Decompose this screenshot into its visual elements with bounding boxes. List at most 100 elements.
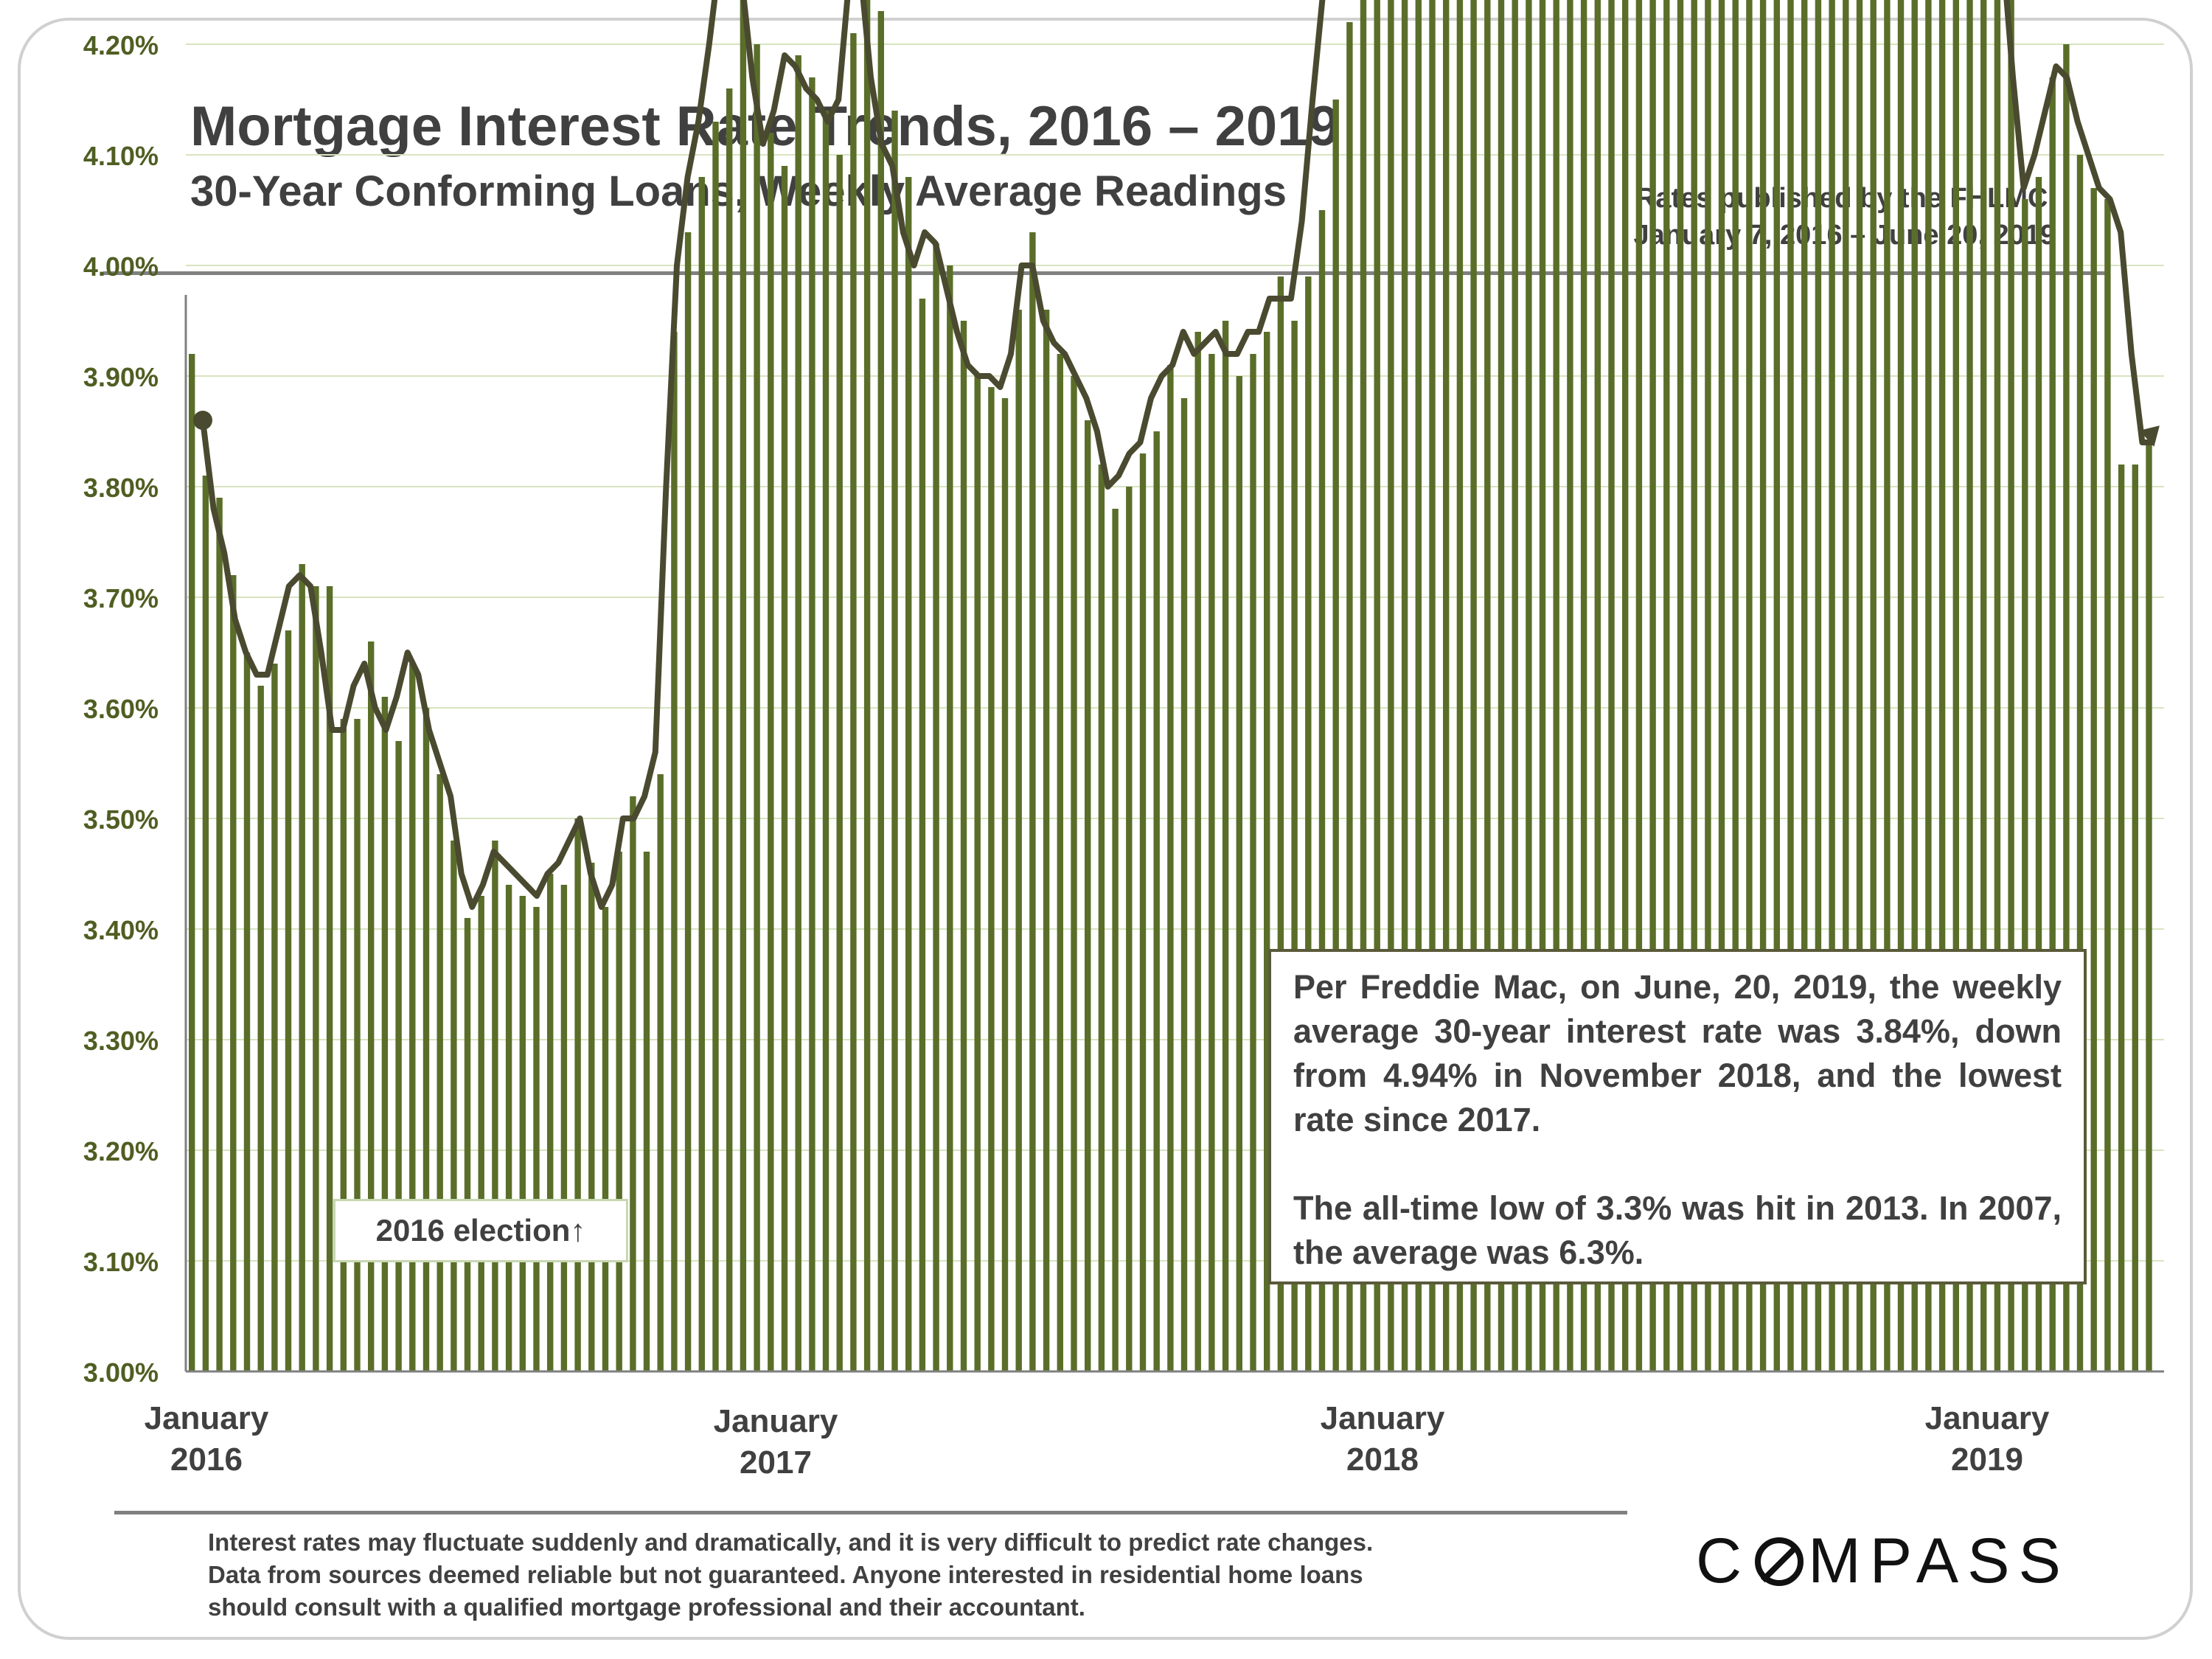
bar (299, 564, 305, 1371)
bar (2022, 199, 2028, 1371)
bar (2104, 199, 2111, 1371)
y-tick-label: 3.50% (83, 804, 159, 835)
x-axis-label-year: 2019 (1951, 1441, 2023, 1478)
bar (960, 321, 967, 1371)
bar (919, 299, 926, 1371)
bar (437, 774, 443, 1371)
y-tick-label: 3.30% (83, 1026, 159, 1056)
chart-title: Mortgage Interest Rate Trends, 2016 – 20… (190, 95, 1340, 158)
bar (1553, 0, 1559, 1371)
bar (822, 111, 830, 1371)
bar (1843, 0, 1849, 1371)
bar (1966, 0, 1973, 1371)
disclaimer-line-3: should consult with a qualified mortgage… (208, 1593, 1085, 1621)
bar (492, 841, 498, 1371)
bar (1925, 0, 1932, 1371)
x-axis-label-year: 2017 (740, 1444, 812, 1481)
compass-logo: C MPASS (1696, 1525, 2070, 1598)
y-tick-label: 3.10% (83, 1247, 159, 1277)
bar (1167, 365, 1174, 1371)
bar (781, 166, 788, 1371)
bar (836, 155, 843, 1371)
x-axis-label-month: January (713, 1403, 838, 1439)
bar (974, 376, 981, 1371)
bar (1043, 310, 1050, 1371)
bar (560, 885, 568, 1371)
header-divider (103, 271, 2107, 275)
bar (698, 177, 705, 1371)
bar (947, 265, 953, 1371)
bar (1057, 354, 1063, 1371)
bar (285, 630, 292, 1371)
bar (1938, 0, 1946, 1371)
y-tick-label: 4.20% (83, 30, 159, 60)
annotation-box: Per Freddie Mac, on June, 20, 2019, the … (1268, 949, 2087, 1284)
y-tick-label: 3.20% (83, 1136, 159, 1166)
y-tick-label: 3.40% (83, 915, 159, 945)
bar (1443, 0, 1450, 1371)
bar (1112, 509, 1119, 1371)
trend-line-series (193, 0, 2160, 910)
bar (1415, 0, 1422, 1371)
bar (2132, 465, 2138, 1371)
y-tick-label: 3.00% (83, 1357, 159, 1388)
bar (505, 885, 512, 1371)
x-axis-label-2016: January 2016 (118, 1398, 295, 1481)
bar (1180, 398, 1188, 1371)
bar (1236, 376, 1242, 1371)
election-marker-label: 2016 election ↑ (333, 1199, 628, 1262)
bar (850, 33, 857, 1371)
bar (1539, 0, 1546, 1371)
y-tick-label: 3.60% (83, 694, 159, 724)
bar (1622, 0, 1629, 1371)
bar (202, 476, 209, 1371)
bar (809, 77, 815, 1371)
bar (1801, 0, 1808, 1371)
chart-subtitle: 30-Year Conforming Loans, Weekly Average… (190, 167, 1287, 215)
x-axis-label-2017: January 2017 (687, 1401, 864, 1484)
bar (1001, 398, 1009, 1371)
bar (354, 719, 361, 1371)
bar (2146, 442, 2152, 1371)
bar (547, 874, 554, 1371)
bar (1277, 276, 1284, 1371)
bar (1580, 0, 1587, 1371)
bar-series (189, 0, 2152, 1371)
y-axis-ticks: 3.00% 3.10% 3.20% 3.30% 3.40% 3.50% 3.60% 3.70%… (83, 30, 159, 1388)
bar (1691, 0, 1697, 1371)
bar (1663, 0, 1670, 1371)
bar (616, 852, 622, 1371)
y-tick-label: 3.80% (83, 473, 159, 503)
bar (905, 177, 912, 1371)
x-axis-label-2019: January 2019 (1899, 1398, 2076, 1481)
disclaimer-line-2: Data from sources deemed reliable but no… (208, 1561, 1363, 1588)
bar (671, 332, 678, 1371)
bar (863, 0, 871, 1371)
y-tick-label: 4.00% (83, 251, 159, 282)
bar (1484, 0, 1491, 1371)
bar (395, 741, 402, 1371)
y-tick-label: 3.70% (83, 583, 159, 613)
bar (1911, 0, 1918, 1371)
line-start-marker (193, 411, 212, 430)
footer-divider (114, 1511, 1627, 1514)
bar (1649, 0, 1656, 1371)
bar (1305, 276, 1312, 1371)
x-axis-label-year: 2016 (170, 1441, 243, 1478)
bar (1994, 0, 2001, 1371)
bar (216, 498, 223, 1371)
bar (2118, 465, 2125, 1371)
election-label-text: 2016 election (375, 1213, 571, 1248)
bar (1429, 0, 1436, 1371)
bar (519, 896, 526, 1371)
bar (1291, 321, 1298, 1371)
logo-letter-c: C (1696, 1526, 1751, 1596)
bar (189, 354, 195, 1371)
bar (340, 719, 347, 1371)
bar (1870, 0, 1877, 1371)
bar (1773, 0, 1780, 1371)
bar (1346, 22, 1353, 1371)
bar (1332, 100, 1339, 1371)
bar (1222, 321, 1229, 1371)
bar (684, 232, 692, 1371)
